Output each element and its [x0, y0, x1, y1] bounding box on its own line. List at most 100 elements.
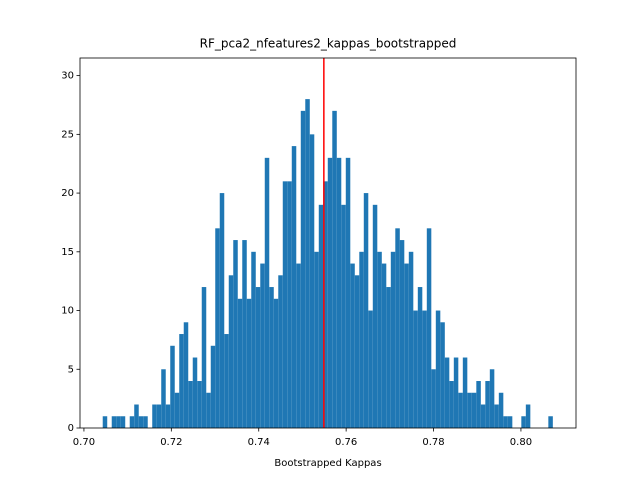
bar [215, 228, 220, 428]
bar [408, 251, 414, 428]
bar [318, 204, 324, 428]
bar [174, 392, 180, 428]
bar [282, 181, 288, 428]
bar [431, 369, 436, 428]
bar [138, 416, 144, 428]
y-tick-label: 20 [61, 188, 74, 199]
bar [251, 251, 256, 428]
y-tick-label: 10 [61, 306, 74, 317]
bar [521, 416, 526, 428]
bar [246, 298, 252, 428]
bar [363, 193, 369, 428]
bar [462, 357, 468, 428]
bar [386, 287, 391, 428]
bar [273, 298, 279, 428]
bar [134, 404, 139, 428]
bar [453, 357, 459, 428]
bar [444, 357, 450, 428]
x-axis-label: Bootstrapped Kappas [274, 458, 381, 469]
bar [219, 193, 225, 428]
y-tick-label: 25 [61, 129, 74, 140]
bar [368, 310, 373, 428]
bar [242, 240, 247, 428]
bar [390, 251, 396, 428]
bar [102, 416, 108, 428]
x-tick-label: 0.72 [160, 437, 182, 448]
bar [435, 310, 441, 428]
bar [237, 298, 243, 428]
bar [332, 110, 337, 428]
x-tick-label: 0.74 [248, 437, 270, 448]
bar [206, 392, 211, 428]
bar [116, 416, 121, 428]
bar [309, 134, 315, 428]
bar [458, 392, 463, 428]
bar [188, 381, 193, 428]
bar [165, 404, 171, 428]
bar [525, 404, 531, 428]
bar [354, 275, 360, 428]
bar [345, 157, 351, 429]
bar [399, 240, 405, 428]
bar [426, 228, 432, 428]
bar [498, 392, 504, 428]
y-tick-label: 0 [68, 423, 74, 434]
plot-frame [79, 57, 577, 429]
bar [467, 392, 472, 428]
bar [287, 181, 292, 428]
bar [417, 287, 423, 428]
chart-title: RF_pca2_nfeatures2_kappas_bootstrapped [200, 37, 457, 51]
bar [120, 416, 126, 428]
bar [485, 381, 490, 428]
bar [476, 381, 481, 428]
bar [507, 416, 513, 428]
bar [269, 287, 274, 428]
bar [449, 381, 454, 428]
bar [395, 228, 400, 428]
x-tick-label: 0.78 [422, 437, 444, 448]
bar [224, 334, 229, 428]
bar [359, 251, 364, 428]
bar [156, 404, 162, 428]
bar [489, 369, 495, 428]
bar [494, 404, 499, 428]
bar [336, 157, 342, 429]
x-tick-label: 0.76 [335, 437, 357, 448]
bar [350, 263, 355, 428]
bar [291, 146, 297, 428]
bar [404, 263, 409, 428]
bar [440, 322, 445, 428]
bar [503, 416, 508, 428]
bar [233, 240, 238, 428]
bar [143, 416, 148, 428]
bar [300, 110, 306, 428]
bar [161, 369, 166, 428]
bar [210, 345, 216, 428]
y-tick-label: 5 [68, 364, 74, 375]
bar [548, 416, 553, 428]
bar [152, 404, 157, 428]
bar [381, 263, 387, 428]
bar [327, 157, 333, 429]
bar [314, 251, 319, 428]
bar [413, 310, 418, 428]
bar [197, 381, 202, 428]
bar [323, 181, 328, 428]
bar [192, 357, 198, 428]
bar [422, 310, 427, 428]
bar [170, 345, 175, 428]
bar [255, 287, 261, 428]
bar [228, 275, 234, 428]
y-tick-label: 15 [61, 247, 74, 258]
bar [264, 157, 270, 429]
bar [278, 275, 283, 428]
bar [377, 251, 382, 428]
y-tick-label: 30 [61, 71, 74, 82]
bar [471, 392, 477, 428]
bar [129, 416, 135, 428]
bar [260, 263, 265, 428]
bar [296, 263, 301, 428]
bar [179, 334, 184, 428]
bar [480, 404, 486, 428]
